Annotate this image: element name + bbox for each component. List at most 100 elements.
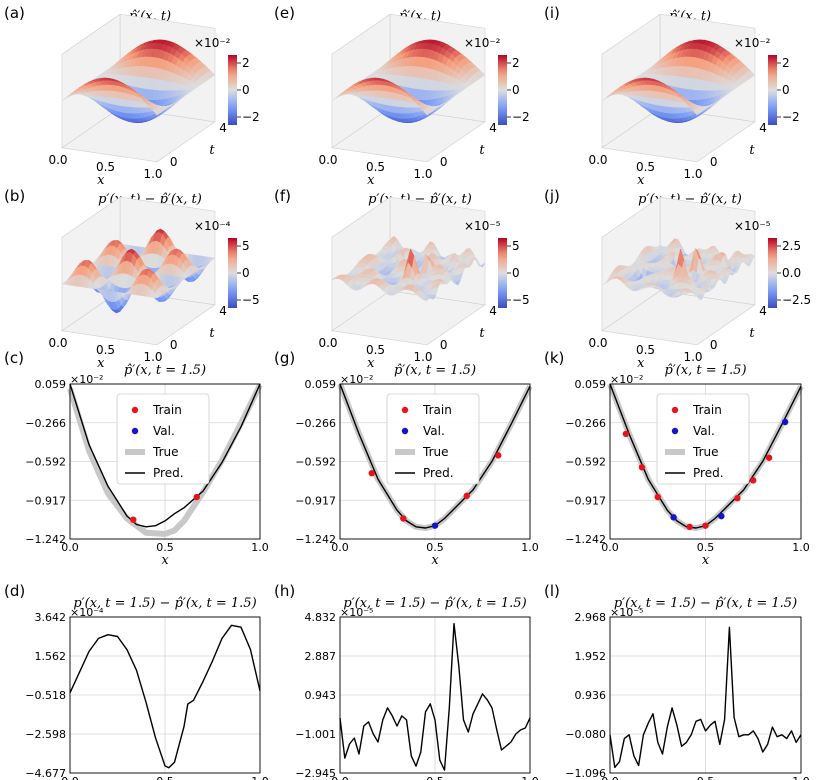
axis-exponent: ×10⁻⁵ bbox=[340, 606, 373, 619]
x-tick-label: 0.0 bbox=[61, 775, 79, 780]
axis-exponent: ×10⁻⁵ bbox=[610, 606, 643, 619]
plot-frame bbox=[339, 616, 531, 774]
t-tick-label: 4 bbox=[759, 121, 767, 135]
panel-label: (f) bbox=[274, 187, 291, 205]
val-point bbox=[718, 512, 725, 520]
x-axis-label: x bbox=[367, 173, 375, 188]
train-point bbox=[463, 492, 470, 500]
y-tick-label: 0.943 bbox=[305, 689, 337, 702]
axis-exponent: ×10⁻² bbox=[70, 373, 103, 386]
y-tick-label: −1.242 bbox=[565, 533, 606, 546]
plot-frame bbox=[69, 616, 261, 774]
x-tick-label: 0.5 bbox=[697, 775, 715, 780]
true-curve bbox=[67, 383, 263, 537]
y-tick-label: −0.917 bbox=[25, 494, 66, 507]
x-tick-label: 0.0 bbox=[61, 541, 79, 554]
colorbar-tick-label: −5 bbox=[242, 293, 260, 307]
x-tick-label: 0.0 bbox=[318, 153, 337, 167]
panel-label: (h) bbox=[274, 582, 295, 600]
colorbar bbox=[228, 238, 237, 308]
x-tick-label: 0.0 bbox=[331, 775, 349, 780]
t-axis-label: t bbox=[209, 143, 215, 158]
x-axis-label: x bbox=[637, 173, 645, 188]
y-tick-label: −0.917 bbox=[565, 494, 606, 507]
x-tick-label: 0.5 bbox=[426, 541, 444, 554]
colorbar-exponent: ×10⁻² bbox=[194, 36, 231, 50]
x-axis-label: x bbox=[161, 553, 169, 568]
x-tick-label: 0.5 bbox=[366, 343, 385, 357]
t-tick-label: 4 bbox=[489, 304, 497, 318]
legend-val-marker bbox=[401, 427, 409, 435]
train-point bbox=[400, 515, 407, 522]
x-tick-label: 0.0 bbox=[48, 336, 67, 350]
legend-label: Pred. bbox=[423, 466, 454, 480]
t-tick-label: 0 bbox=[170, 155, 178, 169]
y-tick-label: −0.592 bbox=[295, 456, 336, 469]
colorbar-exponent: ×10⁻² bbox=[464, 36, 501, 50]
y-tick-label: −2.598 bbox=[25, 728, 66, 741]
x-tick-label: 0.5 bbox=[636, 160, 655, 174]
y-tick-label: −0.592 bbox=[25, 456, 66, 469]
y-tick-label: 2.968 bbox=[575, 611, 607, 624]
x-axis-label: x bbox=[97, 356, 105, 371]
x-tick-label: 1.0 bbox=[683, 350, 702, 364]
line-chart-c: (c) p̂′(x, t = 1.5) 0.059 −0.266 −0.592 −0.91… bbox=[4, 349, 269, 568]
chart-title: p̂′(x, t = 1.5) bbox=[394, 363, 476, 378]
x-tick-label: 0.5 bbox=[156, 775, 174, 780]
pred-curve bbox=[339, 623, 531, 771]
train-point bbox=[654, 493, 661, 501]
y-tick-label: −0.917 bbox=[295, 494, 336, 507]
x-tick-label: 1.0 bbox=[792, 775, 810, 780]
train-point bbox=[702, 522, 709, 529]
train-point bbox=[750, 477, 757, 484]
colorbar-tick-label: 0 bbox=[242, 83, 250, 97]
t-tick-label: 0 bbox=[710, 155, 718, 169]
colorbar-tick-label: 2.5 bbox=[782, 239, 801, 253]
y-tick-label: 4.832 bbox=[305, 611, 337, 624]
t-tick-label: 0 bbox=[440, 338, 448, 352]
x-tick-label: 1.0 bbox=[521, 775, 539, 780]
colorbar-tick-label: 0 bbox=[512, 266, 520, 280]
colorbar bbox=[498, 238, 507, 308]
x-axis-label: x bbox=[702, 553, 710, 568]
x-axis-label: x bbox=[637, 356, 645, 371]
colorbar-tick-label: 2 bbox=[512, 56, 520, 70]
t-tick-label: 4 bbox=[759, 304, 767, 318]
train-point bbox=[622, 430, 630, 438]
colorbar-exponent: ×10⁻² bbox=[734, 36, 771, 50]
axis-exponent: ×10⁻² bbox=[610, 373, 643, 386]
x-tick-label: 0.0 bbox=[588, 336, 607, 350]
axis-exponent: ×10⁻⁴ bbox=[70, 606, 104, 619]
axis-exponent: ×10⁻² bbox=[340, 373, 373, 386]
legend-train-marker bbox=[131, 406, 139, 414]
x-tick-label: 0.5 bbox=[96, 160, 115, 174]
colorbar-tick-label: 0 bbox=[782, 83, 790, 97]
line-chart-h: (h) p′(x, t = 1.5) − p̂′(x, t = 1.5) 4.832… bbox=[274, 582, 539, 780]
panel-label: (k) bbox=[544, 349, 564, 367]
train-point bbox=[686, 523, 693, 531]
val-point bbox=[781, 418, 789, 426]
x-axis-label: x bbox=[97, 173, 105, 188]
colorbar bbox=[768, 238, 777, 308]
colorbar-tick-label: −2 bbox=[782, 110, 800, 124]
legend-label: Pred. bbox=[153, 466, 184, 480]
y-tick-label: 0.059 bbox=[35, 378, 67, 391]
y-tick-label: 0.059 bbox=[575, 378, 607, 391]
y-tick-label: 3.642 bbox=[35, 611, 67, 624]
y-tick-label: −0.592 bbox=[565, 456, 606, 469]
x-tick-label: 0.0 bbox=[601, 775, 619, 780]
colorbar-tick-label: 0 bbox=[512, 83, 520, 97]
colorbar bbox=[228, 55, 237, 125]
y-tick-label: 0.059 bbox=[305, 378, 337, 391]
legend-label: Train bbox=[422, 403, 452, 417]
surface-panel-f: (f) p′(x, t) − p̂′(x, t)0.0 0.5 1.0x04t×10⁻… bbox=[274, 187, 530, 371]
legend-label: Train bbox=[152, 403, 182, 417]
colorbar-exponent: ×10⁻⁵ bbox=[464, 219, 501, 233]
y-tick-label: −0.518 bbox=[25, 689, 66, 702]
panel-label: (j) bbox=[544, 187, 560, 205]
x-tick-label: 1.0 bbox=[413, 167, 432, 181]
panel-label: (l) bbox=[544, 582, 560, 600]
